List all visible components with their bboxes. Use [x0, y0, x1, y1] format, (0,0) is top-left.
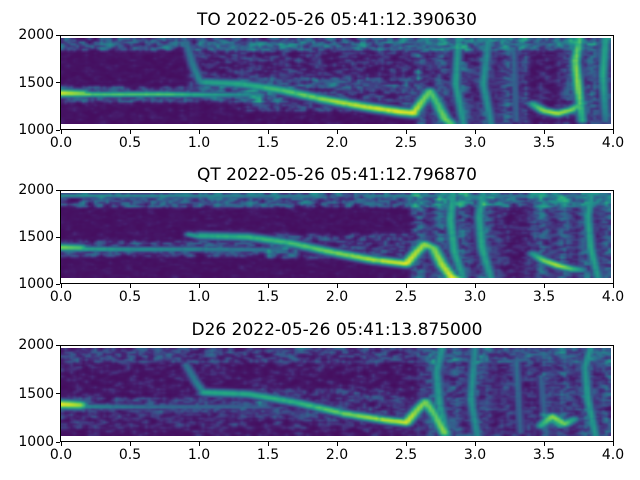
- x-tick-mark: [474, 130, 476, 134]
- y-tick-mark: [56, 393, 60, 394]
- x-tick-mark: [336, 284, 338, 288]
- x-tick-label: 2.0: [325, 289, 349, 305]
- x-tick-mark: [60, 442, 62, 446]
- x-tick-mark: [612, 284, 614, 288]
- x-tick-mark: [543, 130, 545, 134]
- x-tick-label: 0.5: [118, 289, 142, 305]
- x-tick-mark: [198, 130, 200, 134]
- x-tick-label: 4.0: [601, 289, 625, 305]
- y-tick-mark: [56, 344, 60, 346]
- x-tick-label: 1.5: [256, 447, 280, 463]
- x-tick-mark: [474, 284, 476, 288]
- x-tick-label: 2.5: [394, 289, 418, 305]
- x-tick-label: 0.5: [118, 447, 142, 463]
- x-tick-mark: [405, 442, 407, 446]
- x-tick-mark: [129, 284, 131, 288]
- y-tick-mark: [56, 34, 60, 36]
- axes-TO: [60, 35, 614, 130]
- y-tick-mark: [56, 189, 60, 191]
- x-tick-mark: [267, 442, 269, 446]
- x-tick-label: 0.5: [118, 135, 142, 151]
- x-tick-label: 0.0: [49, 447, 73, 463]
- x-tick-mark: [405, 284, 407, 288]
- x-tick-mark: [267, 284, 269, 288]
- x-tick-label: 3.5: [532, 447, 556, 463]
- y-tick-label: 1500: [18, 385, 54, 402]
- x-tick-mark: [405, 130, 407, 134]
- x-tick-label: 4.0: [601, 447, 625, 463]
- x-tick-label: 2.0: [325, 447, 349, 463]
- x-tick-mark: [612, 442, 614, 446]
- x-tick-mark: [474, 442, 476, 446]
- axes-D26: [60, 345, 614, 442]
- x-tick-label: 1.0: [187, 447, 211, 463]
- y-tick-label: 2000: [18, 182, 54, 198]
- y-tick-mark: [56, 82, 60, 83]
- subplot-title-TO: TO 2022-05-26 05:41:12.390630: [196, 10, 478, 30]
- x-tick-label: 3.5: [532, 135, 556, 151]
- x-tick-mark: [198, 442, 200, 446]
- axes-QT: [60, 190, 614, 284]
- x-tick-label: 3.0: [463, 289, 487, 305]
- y-tick-label: 1000: [18, 122, 54, 138]
- y-tick-mark: [56, 129, 60, 131]
- x-tick-mark: [336, 442, 338, 446]
- x-tick-label: 3.0: [463, 447, 487, 463]
- y-tick-label: 1000: [18, 434, 54, 450]
- x-tick-label: 3.5: [532, 289, 556, 305]
- y-tick-label: 2000: [18, 27, 54, 43]
- x-tick-mark: [198, 284, 200, 288]
- x-tick-label: 3.0: [463, 135, 487, 151]
- x-tick-mark: [129, 130, 131, 134]
- y-tick-label: 1500: [18, 229, 54, 245]
- x-tick-label: 1.0: [187, 289, 211, 305]
- x-tick-label: 2.0: [325, 135, 349, 151]
- y-tick-mark: [56, 236, 60, 238]
- x-tick-mark: [612, 130, 614, 134]
- spectrogram-canvas-D26: [61, 348, 611, 436]
- spectrogram-canvas-QT: [61, 193, 611, 278]
- x-tick-label: 2.5: [394, 135, 418, 151]
- x-tick-mark: [543, 442, 545, 446]
- y-tick-label: 2000: [18, 337, 54, 353]
- x-tick-mark: [60, 284, 62, 288]
- x-tick-label: 1.0: [187, 135, 211, 151]
- x-tick-mark: [60, 130, 62, 134]
- x-tick-mark: [129, 442, 131, 446]
- x-tick-label: 1.5: [256, 289, 280, 305]
- x-tick-label: 2.5: [394, 447, 418, 463]
- subplot-title-QT: QT 2022-05-26 05:41:12.796870: [196, 165, 478, 185]
- y-tick-mark: [56, 441, 60, 443]
- subplot-title-D26: D26 2022-05-26 05:41:13.875000: [191, 320, 483, 340]
- y-tick-mark: [56, 283, 60, 285]
- x-tick-mark: [543, 284, 545, 288]
- x-tick-label: 4.0: [601, 135, 625, 151]
- x-tick-label: 0.0: [49, 135, 73, 151]
- y-tick-label: 1000: [18, 276, 54, 292]
- x-tick-label: 1.5: [256, 135, 280, 151]
- x-tick-mark: [267, 130, 269, 134]
- spectrogram-canvas-TO: [61, 38, 611, 124]
- y-tick-label: 1500: [18, 74, 54, 91]
- x-tick-label: 0.0: [49, 289, 73, 305]
- x-tick-mark: [336, 130, 338, 134]
